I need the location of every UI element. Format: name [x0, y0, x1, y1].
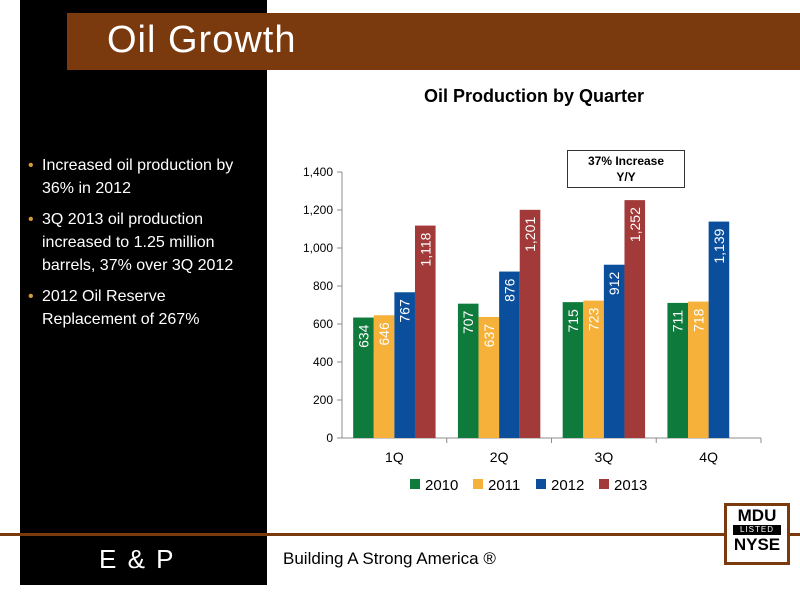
- footer-segment-block: E & P: [20, 536, 267, 585]
- y-tick-label: 200: [313, 393, 333, 407]
- bullet-text: 3Q 2013 oil production increased to 1.25…: [42, 211, 234, 274]
- bullet-list: • Increased oil production by 36% in 2012…: [26, 154, 258, 339]
- mdu-nyse-logo: MDU LISTED NYSE: [724, 503, 790, 565]
- chart-title: Oil Production by Quarter: [423, 86, 645, 106]
- legend-swatch-2012: [536, 479, 546, 489]
- data-label: 718: [690, 308, 706, 332]
- callout-line-2: Y/Y: [616, 170, 636, 184]
- bullet-item: • Increased oil production by 36% in 2012: [26, 154, 258, 200]
- data-label: 637: [481, 324, 497, 348]
- left-panel: [20, 0, 267, 585]
- legend-label: 2011: [488, 477, 520, 494]
- callout-line-1: 37% Increase: [587, 154, 665, 168]
- y-tick-label: 600: [313, 317, 333, 331]
- x-tick-label: 4Q: [699, 449, 718, 465]
- legend-label: 2010: [425, 477, 458, 494]
- tagline: Building A Strong America ®: [283, 549, 496, 568]
- data-label: 1,252: [627, 207, 643, 242]
- x-tick-label: 2Q: [490, 449, 509, 465]
- bar-2010-4Q: [667, 302, 689, 438]
- footer-divider: [0, 533, 800, 536]
- data-label: 912: [606, 272, 622, 296]
- bar-2010-2Q: [457, 303, 479, 438]
- data-label: 1,139: [711, 228, 727, 263]
- bar-2013-3Q: [624, 200, 646, 438]
- legend-swatch-2013: [599, 479, 609, 489]
- y-tick-label: 1,200: [303, 203, 333, 217]
- data-label: 1,118: [417, 232, 433, 266]
- legend-label: 2012: [551, 477, 584, 494]
- legend-swatch-2010: [410, 479, 420, 489]
- y-tick-label: 0: [326, 431, 333, 445]
- legend-label: 2013: [614, 477, 647, 494]
- increase-callout: 37% Increase Y/Y: [567, 150, 685, 188]
- y-tick-label: 400: [313, 355, 333, 369]
- logo-nyse-text: NYSE: [733, 535, 781, 554]
- y-tick-label: 1,000: [303, 241, 333, 255]
- bullet-icon: •: [28, 211, 34, 228]
- x-tick-label: 1Q: [385, 449, 404, 465]
- logo-listed-text: LISTED: [733, 525, 781, 535]
- bullet-text: Increased oil production by 36% in 2012: [42, 157, 234, 197]
- slide-title: Oil Growth: [107, 19, 297, 61]
- bar-2012-4Q: [708, 221, 730, 438]
- bar-2012-3Q: [603, 264, 625, 438]
- bar-2010-1Q: [353, 317, 374, 438]
- data-label: 1,201: [522, 217, 538, 252]
- bullet-item: • 2012 Oil Reserve Replacement of 267%: [26, 285, 258, 331]
- legend-swatch-2011: [473, 479, 483, 489]
- data-label: 876: [501, 278, 517, 302]
- data-label: 634: [355, 324, 371, 348]
- bar-2011-4Q: [688, 301, 709, 438]
- bar-2011-2Q: [478, 316, 500, 438]
- title-bar: Oil Growth: [67, 13, 800, 70]
- bar-2011-3Q: [583, 300, 604, 438]
- bar-2012-1Q: [394, 292, 415, 438]
- y-tick-label: 1,400: [303, 165, 333, 179]
- bar-2012-2Q: [499, 271, 520, 438]
- segment-label: E & P: [99, 544, 176, 574]
- x-tick-label: 3Q: [595, 449, 614, 465]
- data-label: 711: [670, 310, 686, 333]
- data-label: 707: [460, 310, 476, 334]
- bar-chart: 0 200 400 600 800 1,000 1,200 1,400 1Q 634 646 767 1…: [303, 165, 762, 494]
- bullet-item: • 3Q 2013 oil production increased to 1.2…: [26, 208, 258, 277]
- bullet-text: 2012 Oil Reserve Replacement of 267%: [42, 288, 200, 328]
- data-label: 723: [586, 307, 602, 331]
- data-label: 715: [565, 309, 581, 333]
- logo-mdu-text: MDU: [737, 506, 777, 525]
- bar-2013-2Q: [519, 209, 541, 438]
- bar-2013-1Q: [414, 225, 436, 438]
- data-label: 767: [397, 299, 413, 323]
- bullet-icon: •: [28, 288, 34, 305]
- bar-2010-3Q: [562, 302, 584, 438]
- bar-2011-1Q: [373, 315, 395, 438]
- bullet-icon: •: [28, 157, 34, 174]
- y-tick-label: 800: [313, 279, 333, 293]
- data-label: 646: [376, 322, 392, 346]
